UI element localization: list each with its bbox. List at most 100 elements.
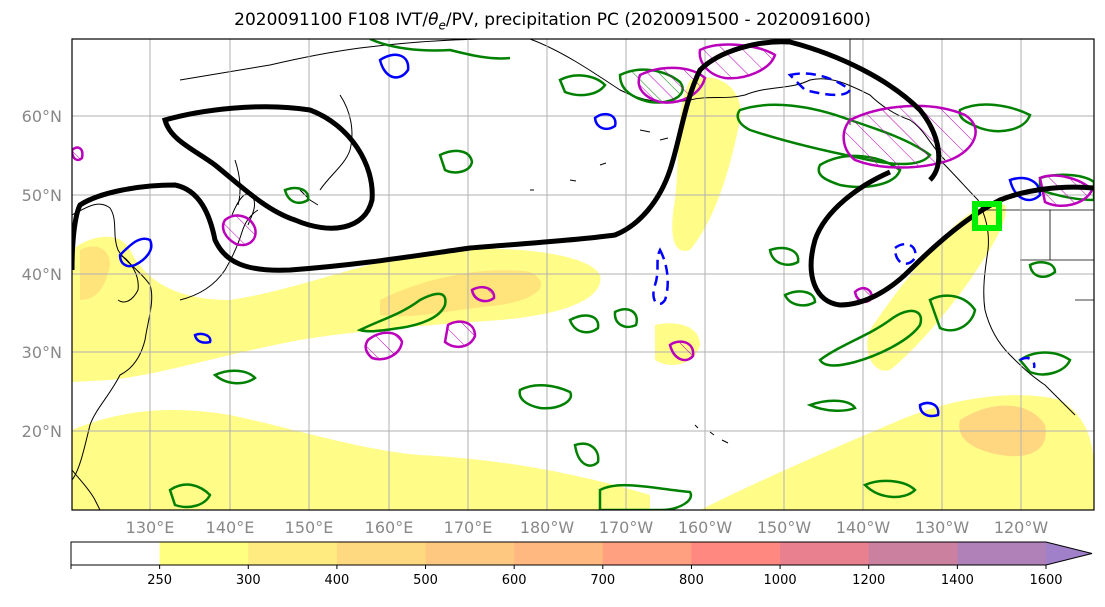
- green-contour: [783, 290, 817, 307]
- colorbar: 250 300 400 500 600 700 800 1000 1200 1400 1600: [70, 541, 1093, 588]
- colorbar-segment: [336, 542, 427, 565]
- blue-contour-dashed: [652, 247, 669, 306]
- colorbar-segment: [159, 542, 249, 565]
- coastlines: [72, 39, 1094, 510]
- lon-label: 140°W: [836, 518, 891, 537]
- magenta-contour: [443, 320, 477, 349]
- blue-contour: [193, 332, 212, 344]
- black-contour-okhotsk: [161, 104, 375, 231]
- colorbar-tick-label: 1400: [941, 573, 974, 588]
- blue-contour: [593, 112, 617, 130]
- map-area: [72, 39, 1094, 510]
- ivt-band-aleutian: [672, 77, 741, 251]
- lon-label: 130°E: [126, 518, 175, 537]
- colorbar-tick-label: 250: [147, 573, 172, 588]
- lon-label: 130°W: [915, 518, 970, 537]
- colorbar-segment: [602, 542, 692, 565]
- black-contours: [72, 39, 1094, 308]
- colorbar-segment: [248, 542, 338, 565]
- map-title: 2020091100 F108 IVT/θe/PV, precipitation…: [0, 10, 1105, 32]
- lon-axis: 130°E 140°E 150°E 160°E 170°E 180°W 170°…: [126, 518, 1049, 537]
- graticule: [72, 39, 1094, 510]
- blue-contour-dashed: [787, 72, 852, 97]
- title-theta-subscript: e: [438, 18, 446, 33]
- magenta-contour: [842, 104, 977, 169]
- coast-philippines: [72, 469, 101, 510]
- title-suffix: /PV, precipitation PC (2020091500 - 2020…: [445, 10, 871, 30]
- colorbar-tick-label: 1200: [852, 573, 885, 588]
- magenta-contour: [364, 331, 404, 361]
- colorbar-tick-label: 1600: [1029, 573, 1062, 588]
- coast-kamchatka: [299, 94, 353, 206]
- green-contour: [168, 483, 212, 509]
- lat-label: 60°N: [22, 107, 62, 126]
- green-contour: [818, 309, 923, 367]
- lat-label: 20°N: [22, 422, 62, 441]
- green-contour: [768, 246, 800, 266]
- lat-axis: 60°N 50°N 40°N 30°N 20°N: [22, 107, 62, 441]
- green-contour: [928, 294, 977, 332]
- coast-russia-north: [179, 39, 481, 81]
- colorbar-tick-label: 1000: [764, 573, 797, 588]
- colorbar-outline: [70, 541, 1093, 566]
- colorbar-tick-label: 600: [502, 573, 527, 588]
- lat-label: 50°N: [22, 186, 62, 205]
- coast-us-border: [849, 39, 1094, 301]
- green-contour: [1018, 351, 1072, 376]
- lon-label: 160°E: [365, 518, 414, 537]
- target-box: [972, 201, 1002, 231]
- blue-contour: [378, 53, 410, 79]
- colorbar-tick-label: 400: [324, 573, 349, 588]
- green-contour: [212, 369, 257, 385]
- lon-label: 120°W: [994, 518, 1049, 537]
- green-contour: [438, 149, 474, 174]
- lon-label: 170°E: [444, 518, 493, 537]
- lat-label: 40°N: [22, 265, 62, 284]
- green-contour: [518, 384, 573, 410]
- green-contour: [573, 442, 600, 467]
- blue-contour-dashed: [893, 242, 917, 265]
- colorbar-segment: [691, 542, 781, 565]
- coast-hawaii: [694, 424, 729, 444]
- green-contour: [862, 479, 917, 499]
- colorbar-segment: [514, 542, 604, 565]
- green-contour: [283, 186, 310, 204]
- colorbar-tick-label: 500: [413, 573, 438, 588]
- magenta-contour: [470, 286, 496, 303]
- colorbar-segment: [868, 542, 958, 565]
- coast-korea: [117, 254, 139, 303]
- lon-label: 180°W: [520, 518, 575, 537]
- magenta-contour: [72, 146, 84, 162]
- ivt-band-west-core: [80, 246, 542, 317]
- title-prefix: 2020091100 F108 IVT/: [234, 10, 429, 30]
- lat-label: 30°N: [22, 343, 62, 362]
- green-contour: [356, 292, 447, 333]
- title-theta: θ: [428, 10, 439, 30]
- lon-label: 170°W: [599, 518, 654, 537]
- colorbar-tick-label: 800: [679, 573, 704, 588]
- green-contour: [806, 399, 857, 412]
- colorbar-segment: [425, 542, 515, 565]
- colorbar-extend-arrow: [1046, 542, 1092, 565]
- lon-label: 160°W: [678, 518, 733, 537]
- black-contour-east: [808, 169, 1094, 308]
- coast-na-west: [977, 199, 1076, 416]
- lon-label: 150°E: [285, 518, 334, 537]
- green-contour: [1028, 261, 1057, 278]
- colorbar-segment: [780, 542, 870, 565]
- coast-aleutians: [530, 129, 669, 191]
- colorbar-segment: [71, 542, 161, 565]
- green-contour: [568, 314, 600, 334]
- green-contour: [613, 308, 639, 329]
- black-contour-west: [72, 39, 942, 273]
- ivt-band-south: [72, 410, 650, 510]
- map-frame: [71, 38, 1095, 511]
- colorbar-segment: [957, 542, 1047, 565]
- blue-contour-dashed: [1019, 356, 1036, 369]
- colorbar-tick-label: 300: [236, 573, 261, 588]
- green-contour: [369, 39, 511, 60]
- colorbar-tick-label: 700: [590, 573, 615, 588]
- green-contour: [558, 74, 607, 97]
